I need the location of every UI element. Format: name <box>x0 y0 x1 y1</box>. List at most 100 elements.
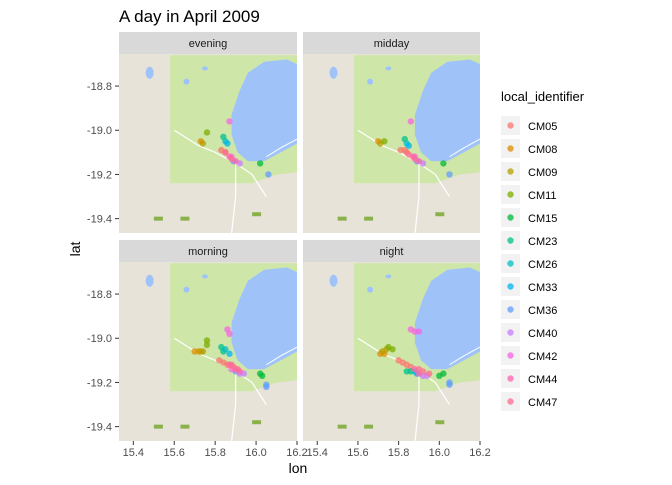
y-tick-label: -19.0 <box>87 333 112 345</box>
legend-item-cm36: CM36 <box>501 300 557 319</box>
map-marker <box>364 424 374 429</box>
legend-item-cm05: CM05 <box>501 116 557 135</box>
data-point-cm36 <box>263 383 270 391</box>
facet-strip-label: evening <box>189 38 228 50</box>
chart-title: A day in April 2009 <box>119 7 260 26</box>
legend-label: CM15 <box>528 213 557 225</box>
road <box>266 138 297 158</box>
legend-entries: CM05 CM08 CM09 CM11 CM15 CM23 CM26 CM33 CM36 CM40… <box>501 116 557 411</box>
legend-swatch <box>507 191 514 198</box>
pool <box>183 286 190 293</box>
pool <box>145 66 154 79</box>
data-point-cm42 <box>226 118 233 125</box>
legend-swatch <box>507 237 514 244</box>
legend-label: CM08 <box>528 144 557 156</box>
legend-swatch <box>507 375 514 382</box>
data-point-cm15 <box>259 372 266 380</box>
legend-label: CM36 <box>528 305 557 317</box>
x-tick-label: 16.0 <box>429 447 450 459</box>
map-marker <box>180 216 190 221</box>
data-point-cm42 <box>226 330 233 338</box>
data-point-cm11 <box>389 346 396 353</box>
legend-swatch <box>507 122 514 129</box>
lake <box>414 267 480 370</box>
lake <box>231 267 297 370</box>
data-points <box>197 118 272 178</box>
pool <box>367 78 374 85</box>
facet-panel-night: night <box>303 240 480 441</box>
facet-strip <box>303 240 480 262</box>
facet-panel-evening: evening <box>119 32 297 233</box>
data-point-cm47 <box>425 370 433 377</box>
map-marker <box>435 212 445 217</box>
pool <box>385 274 392 279</box>
road <box>231 163 237 233</box>
legend-item-cm23: CM23 <box>501 231 557 250</box>
y-tick-label: -18.8 <box>87 81 112 93</box>
data-point-cm11 <box>203 129 211 136</box>
lake <box>231 59 297 162</box>
data-point-cm15 <box>256 160 264 167</box>
legend: local_identifier CM05 CM08 CM09 CM11 CM15 CM2… <box>501 89 585 411</box>
pool <box>329 274 338 287</box>
data-point-cm11 <box>203 337 211 344</box>
basemap <box>119 54 297 233</box>
y-tick-label: -19.4 <box>87 422 112 434</box>
y-tick-label: -19.4 <box>87 214 112 226</box>
map-marker <box>153 424 163 429</box>
legend-swatch <box>507 283 514 290</box>
data-point-cm15 <box>440 370 447 377</box>
map-marker <box>252 212 262 217</box>
facet-strip <box>119 240 297 262</box>
data-point-cm47 <box>419 368 427 375</box>
x-tick-label: 16.0 <box>245 447 266 459</box>
x-tick-label: 15.8 <box>388 447 409 459</box>
y-tick-label: -19.2 <box>87 377 112 389</box>
axes: 15.4 15.6 15.8 16.0 16.215.4 15.6 15.8 16.0 16.2… <box>87 81 491 459</box>
pool <box>385 66 392 71</box>
data-point-cm15 <box>440 160 447 167</box>
pool <box>145 274 154 287</box>
data-point-cm47 <box>234 365 241 373</box>
facet-panels: evening midday morning night <box>119 32 480 441</box>
x-tick-label: 15.6 <box>347 447 368 459</box>
legend-item-cm47: CM47 <box>501 392 557 411</box>
facet-strip-label: morning <box>188 246 228 258</box>
map-marker <box>364 216 374 221</box>
pool <box>329 66 338 79</box>
data-points <box>191 326 270 391</box>
map-marker <box>435 420 445 425</box>
legend-swatch <box>507 145 514 152</box>
pool <box>201 274 208 279</box>
basemap <box>303 54 480 233</box>
legend-label: CM33 <box>528 282 557 294</box>
legend-item-cm26: CM26 <box>501 254 557 273</box>
data-point-cm47 <box>411 155 419 163</box>
map-marker <box>153 216 163 221</box>
legend-title: local_identifier <box>501 89 585 104</box>
facet-strip <box>303 32 480 54</box>
legend-label: CM23 <box>528 236 557 248</box>
x-axis-label: lon <box>289 460 308 476</box>
legend-item-cm42: CM42 <box>501 346 557 365</box>
x-tick-label: 15.6 <box>164 447 185 459</box>
x-tick-label: 15.4 <box>307 447 328 459</box>
road <box>449 346 480 366</box>
data-point-cm47 <box>405 151 412 158</box>
road <box>266 346 297 366</box>
x-tick-label: 15.8 <box>204 447 225 459</box>
facet-strip <box>119 32 297 54</box>
legend-swatch <box>507 329 514 336</box>
facet-panel-midday: midday <box>303 32 480 233</box>
x-tick-label: 16.2 <box>286 447 307 459</box>
map-marker <box>252 420 262 425</box>
legend-item-cm33: CM33 <box>501 277 557 296</box>
legend-swatch <box>507 398 514 405</box>
pool <box>201 66 208 71</box>
legend-swatch <box>507 306 514 313</box>
road <box>449 138 480 158</box>
data-point-cm33 <box>405 142 412 149</box>
legend-label: CM40 <box>528 328 557 340</box>
